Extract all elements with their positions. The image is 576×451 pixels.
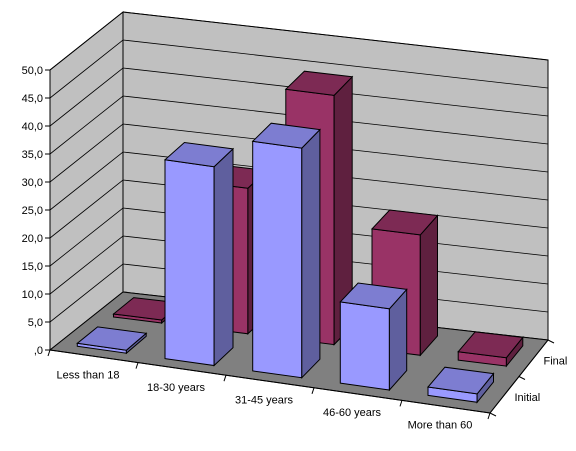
- x-tick-label: More than 60: [408, 420, 473, 432]
- bar-side-face: [301, 128, 321, 379]
- gridline: [49, 11, 549, 71]
- gridline: [49, 39, 549, 99]
- bar-side-face: [213, 147, 234, 367]
- y-tick-label: 50,0: [22, 65, 43, 77]
- bar-top-face: [427, 366, 495, 395]
- y-tick-label: 35,0: [22, 149, 43, 161]
- y-tick-label: 30,0: [22, 177, 43, 189]
- bar-final-4: [457, 331, 524, 368]
- y-tick-label: 5,0: [28, 317, 43, 329]
- x-tick-mark: [311, 387, 315, 394]
- bar-top-face: [163, 141, 235, 168]
- bar-top-face: [284, 70, 354, 96]
- bar-initial-2: [251, 122, 321, 379]
- y-tick-label: 20,0: [22, 233, 43, 245]
- y-tick-label: ,0: [34, 345, 43, 357]
- depth-tick-mark: [489, 412, 497, 417]
- bar-side-face: [419, 214, 438, 357]
- bar-initial-0: [76, 326, 148, 355]
- x-tick-mark: [399, 400, 403, 407]
- x-tick-mark: [487, 412, 491, 420]
- bar-front-face: [339, 301, 390, 391]
- gridline: [49, 67, 549, 127]
- x-tick-mark: [223, 375, 227, 382]
- bar-top-face: [457, 331, 524, 359]
- depth-tick-mark: [518, 376, 526, 380]
- bar-top-face: [251, 122, 321, 149]
- x-tick-label: Less than 18: [57, 369, 120, 381]
- x-tick-label: 46-60 years: [323, 407, 382, 419]
- bar-top-face: [339, 282, 408, 310]
- series-axis-label: Initial: [515, 392, 541, 404]
- y-tick-label: 45,0: [22, 93, 43, 105]
- gridline: [49, 95, 549, 155]
- x-tick-label: 18-30 years: [147, 382, 206, 394]
- y-tick-label: 40,0: [22, 121, 43, 133]
- x-tick-mark: [135, 362, 139, 369]
- bar-top-face: [370, 209, 439, 236]
- bar-initial-4: [427, 366, 495, 404]
- depth-tick-mark: [547, 339, 555, 344]
- gridline: [49, 123, 549, 183]
- bar-initial-3: [339, 282, 408, 392]
- y-tick-label: 15,0: [22, 261, 43, 273]
- x-axis-line: [49, 349, 491, 414]
- x-tick-mark: [47, 349, 51, 357]
- y-tick-label: 25,0: [22, 205, 43, 217]
- gridline: [49, 151, 549, 211]
- bar-initial-1: [163, 141, 235, 367]
- bar-front-face: [252, 140, 303, 379]
- bar-top-face: [76, 326, 148, 351]
- series-axis-label: Final: [544, 355, 568, 367]
- x-tick-label: 31-45 years: [235, 395, 294, 407]
- bar-front-face: [164, 159, 215, 367]
- y-tick-label: 10,0: [22, 289, 43, 301]
